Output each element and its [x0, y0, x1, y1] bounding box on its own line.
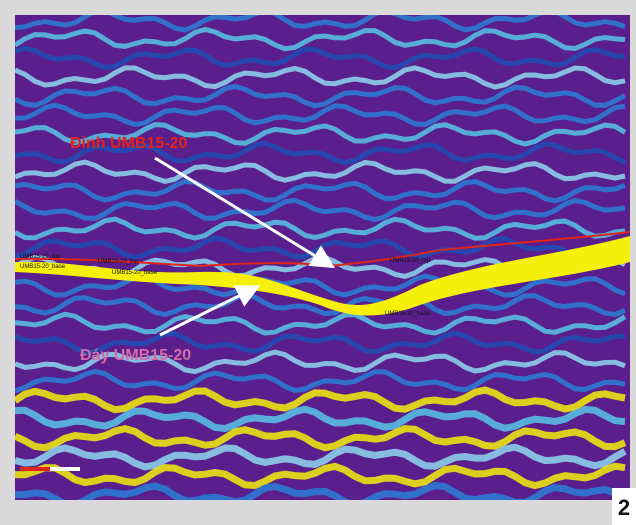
scale-bar: [50, 467, 80, 471]
horizon-label: UMB15-20_base: [20, 264, 66, 270]
horizon-label: UMB15-20_base: [385, 311, 431, 317]
horizon-label: UMB15-20_top: [20, 254, 61, 260]
horizon-label: UMB15-20_base: [112, 270, 158, 276]
base-label: Đáy UMB15-20: [80, 347, 191, 364]
figure: Đỉnh UMB15-20 Đáy UMB15-20 UMB15-20_top …: [0, 0, 636, 525]
horizon-label: UMB15-20_top: [390, 258, 431, 264]
figure-number: 2: [618, 495, 630, 520]
scale-bar: [20, 467, 50, 471]
horizon-label: UMB15-20_top: [98, 259, 139, 265]
top-label: Đỉnh UMB15-20: [70, 135, 187, 152]
